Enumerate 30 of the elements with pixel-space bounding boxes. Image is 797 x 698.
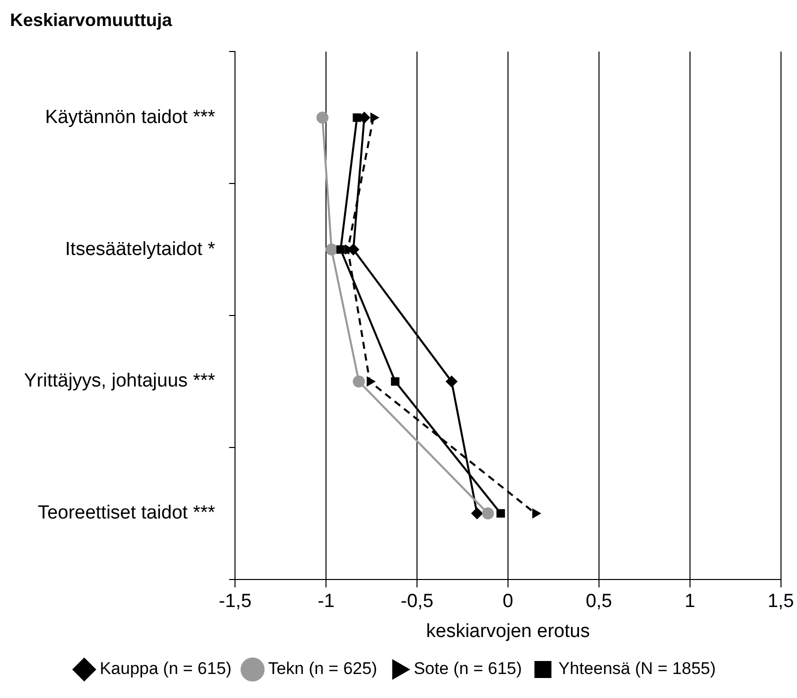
point (532, 508, 542, 519)
point (316, 112, 328, 124)
x-axis-title: keskiarvojen erotus (426, 620, 590, 642)
point (336, 245, 345, 254)
point (471, 507, 484, 520)
y-tick-label: Itsesäätelytaidot * (65, 238, 216, 260)
y-tick-label: Teoreettiset taidot *** (38, 502, 216, 524)
y-axis-title: Keskiarvomuuttuja (10, 10, 174, 30)
y-tick-label: Käytännön taidot *** (45, 106, 216, 128)
point (496, 509, 505, 518)
x-tick-label: -1,5 (218, 591, 252, 612)
point (446, 375, 458, 388)
x-tick-label: 1 (684, 591, 696, 612)
point (352, 113, 362, 122)
x-tick-label: 0,5 (586, 591, 612, 612)
point (352, 375, 365, 388)
legend-label: Kauppa (n = 615) (100, 659, 232, 678)
legend-label: Tekn (n = 625) (268, 659, 378, 678)
legend-label: Yhteensä (N = 1855) (558, 659, 716, 678)
point (482, 507, 494, 520)
legend-label: Sote (n = 615) (414, 659, 522, 678)
point (366, 376, 376, 387)
x-tick-label: -1 (318, 591, 335, 612)
x-tick-label: 1,5 (768, 591, 794, 612)
point (326, 244, 338, 256)
y-tick-label: Yrittäjyys, johtajuus *** (24, 370, 216, 392)
x-tick-label: 0 (502, 591, 514, 612)
x-tick-label: -0,5 (400, 591, 434, 612)
point (370, 112, 380, 123)
point (390, 377, 400, 386)
